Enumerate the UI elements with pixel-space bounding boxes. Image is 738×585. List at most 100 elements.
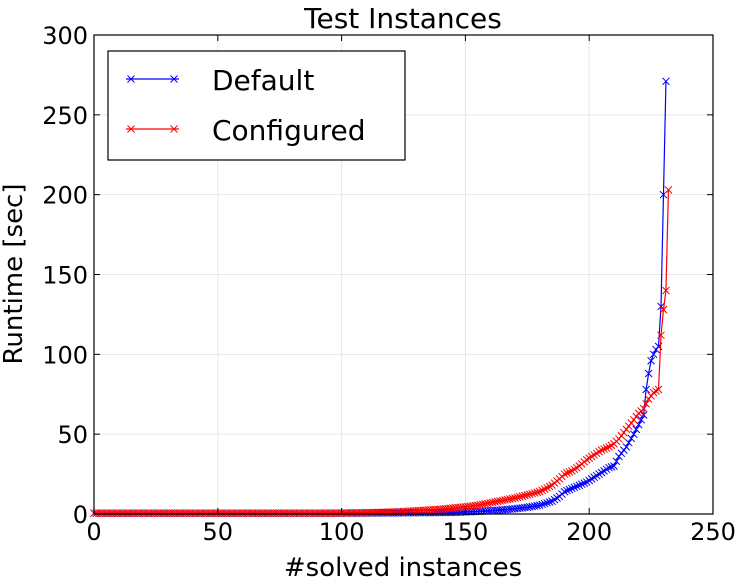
data-point-configured [620, 428, 628, 437]
data-point-configured [525, 490, 534, 499]
data-point-configured [511, 494, 519, 502]
legend-entry-default: Default [126, 64, 314, 97]
data-point-configured [560, 470, 569, 478]
data-point-configured [600, 445, 608, 453]
data-point-configured [629, 415, 638, 424]
data-point-default [639, 411, 648, 419]
x-tick-label: 0 [86, 518, 101, 546]
series-layer [90, 77, 673, 518]
data-point-configured [597, 446, 606, 454]
data-point-default [615, 452, 623, 461]
x-tick-label: 50 [203, 518, 234, 546]
data-point-configured [659, 305, 668, 314]
data-point-default [577, 480, 586, 489]
data-point-default [632, 425, 641, 434]
legend-box [107, 50, 406, 161]
data-point-configured [642, 399, 651, 408]
legend-marker-configured [170, 125, 178, 133]
data-point-configured [654, 385, 663, 394]
data-point-configured [652, 387, 660, 395]
data-point-default [560, 487, 569, 496]
data-point-configured [540, 485, 549, 493]
legend-label-default: Default [212, 64, 314, 97]
x-axis-label: #solved instances [284, 553, 522, 583]
data-point-configured [615, 435, 623, 443]
y-tick-label: 200 [42, 182, 88, 210]
legend-label-configured: Configured [212, 114, 365, 147]
data-point-default [620, 446, 628, 454]
data-point-configured [644, 395, 653, 403]
data-point-default [605, 463, 613, 472]
x-tick-label: 250 [690, 518, 736, 546]
data-point-configured [523, 490, 532, 499]
data-point-default [540, 499, 549, 508]
data-point-default [652, 345, 660, 354]
data-point-configured [662, 286, 670, 295]
data-point-default [622, 443, 631, 451]
data-point-default [535, 501, 544, 510]
data-point-default [610, 462, 618, 470]
data-point-configured [563, 469, 571, 477]
data-point-default [580, 479, 589, 487]
data-point-default [565, 485, 574, 494]
data-point-configured [639, 404, 648, 413]
x-tick-label: 100 [319, 518, 365, 546]
data-point-default [612, 457, 621, 466]
axis-ticks: 0 50 100 150 200 250 0 50 100 150 200 250 300 [42, 22, 736, 546]
data-point-default [545, 498, 554, 506]
data-point-default [543, 498, 551, 507]
legend-marker-default [170, 75, 178, 83]
data-point-default [662, 77, 670, 86]
data-point-configured [545, 482, 554, 491]
y-tick-label: 250 [42, 102, 88, 130]
data-point-configured [530, 489, 539, 497]
data-point-default [563, 486, 571, 495]
y-tick-label: 150 [42, 262, 88, 290]
data-point-configured [508, 494, 517, 503]
data-point-default [533, 501, 542, 510]
data-point-configured [533, 488, 542, 497]
data-point-default [570, 483, 579, 492]
legend-entry-configured: Configured [126, 114, 365, 147]
data-point-configured [627, 419, 636, 427]
data-point-configured [518, 492, 527, 500]
data-point-configured [528, 489, 537, 498]
y-axis-label: Runtime [sec] [0, 184, 29, 365]
data-point-default [617, 449, 626, 458]
data-point-default [642, 385, 651, 394]
data-point-default [629, 430, 638, 439]
data-point-default [572, 482, 581, 491]
data-point-configured [622, 425, 631, 434]
legend-marker-default [127, 75, 135, 83]
x-tick-label: 150 [442, 518, 488, 546]
data-point-default [538, 500, 547, 509]
data-point-default [649, 350, 658, 359]
data-point-default [644, 369, 653, 378]
data-point-configured [602, 444, 611, 452]
x-tick-label: 200 [566, 518, 612, 546]
data-point-configured [657, 331, 665, 340]
data-point-default [568, 484, 576, 493]
series-configured [90, 186, 673, 518]
data-point-configured [565, 468, 574, 476]
data-point-configured [535, 487, 544, 496]
y-tick-label: 0 [73, 501, 88, 529]
chart-title: Test Instances [303, 2, 502, 35]
data-point-default [627, 434, 636, 443]
data-point-configured [538, 486, 547, 495]
data-point-configured [624, 422, 633, 431]
data-point-default [647, 356, 655, 365]
data-point-default [575, 481, 584, 490]
legend-marker-configured [127, 125, 135, 133]
data-point-configured [520, 491, 529, 500]
data-point-configured [543, 483, 551, 492]
y-tick-label: 50 [57, 421, 88, 449]
data-point-configured [617, 431, 626, 440]
data-point-configured [513, 493, 522, 502]
data-point-configured [664, 186, 673, 194]
data-point-default [624, 438, 633, 447]
data-point-default [637, 415, 646, 424]
y-tick-label: 100 [42, 341, 88, 369]
data-point-configured [516, 492, 524, 501]
